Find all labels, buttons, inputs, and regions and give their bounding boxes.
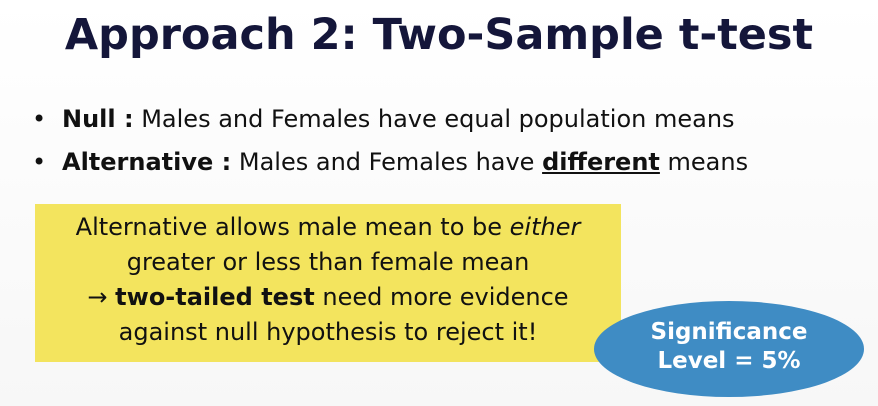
bullet-alternative: • Alternative : Males and Females have d… <box>32 145 872 188</box>
callout-line-3-text: need more evidence <box>322 283 569 311</box>
callout-line-1-italic: either <box>509 213 581 241</box>
bullet-text-null: Males and Females have equal population … <box>141 105 735 133</box>
bullet-text-alternative-after: means <box>667 148 749 176</box>
bullet-list: • Null : Males and Females have equal po… <box>32 102 872 188</box>
callout-line-1: Alternative allows male mean to be eithe… <box>35 210 621 245</box>
bullet-null: • Null : Males and Females have equal po… <box>32 102 872 145</box>
callout-box: Alternative allows male mean to be eithe… <box>35 204 621 362</box>
callout-line-1-text: Alternative allows male mean to be <box>75 213 503 241</box>
significance-label: Significance <box>650 319 808 345</box>
arrow-icon: → <box>87 283 108 311</box>
bullet-marker: • <box>32 105 47 133</box>
significance-badge: Significance Level = 5% <box>594 301 864 397</box>
significance-value: Level = 5% <box>657 348 801 374</box>
callout-two-tailed-test: two-tailed test <box>115 283 315 311</box>
bullet-marker: • <box>32 148 47 176</box>
slide-title: Approach 2: Two-Sample t-test <box>64 10 814 60</box>
callout-line-3: → two-tailed test need more evidence <box>35 280 621 315</box>
callout-line-2: greater or less than female mean <box>126 248 530 276</box>
bullet-term-null: Null : <box>62 105 134 133</box>
bullet-term-alternative: Alternative : <box>62 148 232 176</box>
bullet-text-alternative-before: Males and Females have <box>238 148 535 176</box>
callout-line-4: against null hypothesis to reject it! <box>118 318 538 346</box>
bullet-emphasis-different: different <box>542 148 660 176</box>
